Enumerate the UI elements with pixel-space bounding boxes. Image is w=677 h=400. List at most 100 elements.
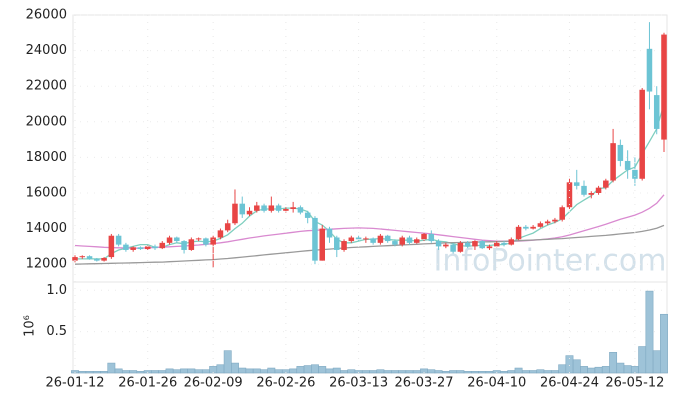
candle-body bbox=[275, 205, 282, 211]
y-tick-label: 18000 bbox=[26, 150, 67, 165]
candle-body bbox=[290, 207, 296, 210]
volume-bar bbox=[172, 369, 181, 374]
candle-body bbox=[326, 228, 333, 238]
volume-bar bbox=[136, 371, 145, 374]
volume-bar bbox=[529, 370, 538, 374]
volume-bar bbox=[78, 371, 87, 374]
volume-bar bbox=[376, 369, 385, 374]
candle-body bbox=[435, 241, 442, 247]
volume-bar bbox=[267, 367, 276, 374]
candle-body bbox=[152, 246, 158, 249]
volume-bar bbox=[194, 369, 203, 374]
candle-body bbox=[610, 143, 616, 181]
candle-body bbox=[334, 237, 340, 250]
ma-line bbox=[75, 103, 665, 260]
y-tick-label: 20000 bbox=[26, 114, 67, 129]
volume-bar bbox=[550, 370, 559, 374]
volume-bar bbox=[187, 368, 196, 374]
candle-body bbox=[653, 95, 660, 129]
candle-body bbox=[523, 226, 529, 229]
volume-bar bbox=[638, 346, 647, 374]
candle-body bbox=[595, 187, 602, 193]
candle-body bbox=[617, 144, 624, 161]
volume-bar bbox=[471, 371, 479, 374]
candle-body bbox=[501, 242, 507, 245]
ma-line bbox=[74, 224, 665, 265]
candle-body bbox=[464, 242, 471, 247]
y-tick-label: 14000 bbox=[26, 221, 67, 236]
x-tick-label: 26-05-12 bbox=[605, 376, 664, 391]
volume-bar bbox=[318, 366, 327, 374]
candle-body bbox=[210, 237, 216, 245]
volume-bar bbox=[238, 367, 247, 374]
candle-body bbox=[224, 223, 231, 231]
candle-body bbox=[101, 257, 107, 261]
candle-body bbox=[217, 230, 224, 238]
candle-body bbox=[450, 244, 456, 252]
candle-body bbox=[632, 169, 638, 179]
candle-body bbox=[486, 246, 493, 249]
candle-body bbox=[493, 242, 500, 247]
volume-bar bbox=[129, 370, 138, 374]
candle-body bbox=[646, 48, 653, 92]
x-tick-label: 26-01-26 bbox=[118, 376, 177, 391]
candle-body bbox=[203, 238, 209, 245]
x-tick-label: 26-02-26 bbox=[256, 376, 315, 391]
candle-body bbox=[72, 257, 78, 261]
volume-bar bbox=[121, 370, 130, 374]
candle-body bbox=[268, 205, 275, 211]
candle-body bbox=[144, 246, 151, 250]
y-tick-label: 12000 bbox=[26, 257, 67, 272]
candle-body bbox=[421, 233, 427, 240]
y-tick-label: 22000 bbox=[26, 79, 67, 94]
volume-bar bbox=[623, 365, 632, 374]
x-tick-label: 26-04-10 bbox=[467, 376, 526, 391]
candle-body bbox=[319, 228, 325, 261]
volume-bar bbox=[427, 369, 436, 374]
x-tick-label: 26-04-24 bbox=[540, 376, 599, 391]
volume-bar bbox=[252, 368, 261, 374]
volume-bar bbox=[500, 371, 508, 374]
y-tick-label: 0.5 bbox=[46, 324, 67, 339]
volume-bar bbox=[645, 290, 654, 374]
candle-body bbox=[108, 235, 115, 258]
volume-bar bbox=[383, 370, 392, 374]
candle-body bbox=[639, 89, 645, 179]
volume-bar bbox=[311, 364, 319, 374]
candle-body bbox=[406, 237, 413, 243]
volume-bar bbox=[434, 370, 443, 374]
volume-bar bbox=[245, 368, 254, 374]
volume-bar bbox=[572, 359, 581, 374]
candle-body bbox=[457, 242, 464, 252]
ma-line bbox=[74, 194, 665, 249]
candle-body bbox=[115, 235, 122, 245]
candle-body bbox=[559, 207, 565, 220]
volume-bar bbox=[601, 366, 610, 374]
volume-bar bbox=[398, 370, 407, 374]
candle-body bbox=[123, 244, 129, 250]
candle-body bbox=[370, 238, 376, 243]
candle-body bbox=[537, 223, 544, 227]
volume-bar bbox=[514, 367, 523, 374]
candle-body bbox=[472, 241, 478, 247]
y-tick-label: 16000 bbox=[26, 186, 67, 201]
volume-bar bbox=[543, 370, 552, 374]
candle-body bbox=[573, 182, 580, 186]
candle-body bbox=[79, 256, 86, 258]
volume-bar bbox=[347, 369, 356, 374]
candle-body bbox=[428, 233, 435, 242]
volume-bar bbox=[580, 366, 588, 374]
candle-body bbox=[392, 241, 398, 245]
candle-body bbox=[239, 203, 246, 215]
volume-bar bbox=[507, 370, 516, 374]
volume-bar bbox=[660, 313, 668, 374]
candle-body bbox=[443, 244, 449, 247]
volume-bar bbox=[412, 370, 421, 374]
volume-bar bbox=[223, 350, 232, 374]
volume-bar bbox=[485, 371, 494, 374]
volume-bar bbox=[391, 370, 399, 374]
y-tick-label: 26000 bbox=[26, 8, 67, 23]
candle-body bbox=[581, 185, 587, 195]
volume-bar bbox=[216, 364, 225, 374]
candle-body bbox=[414, 239, 420, 243]
